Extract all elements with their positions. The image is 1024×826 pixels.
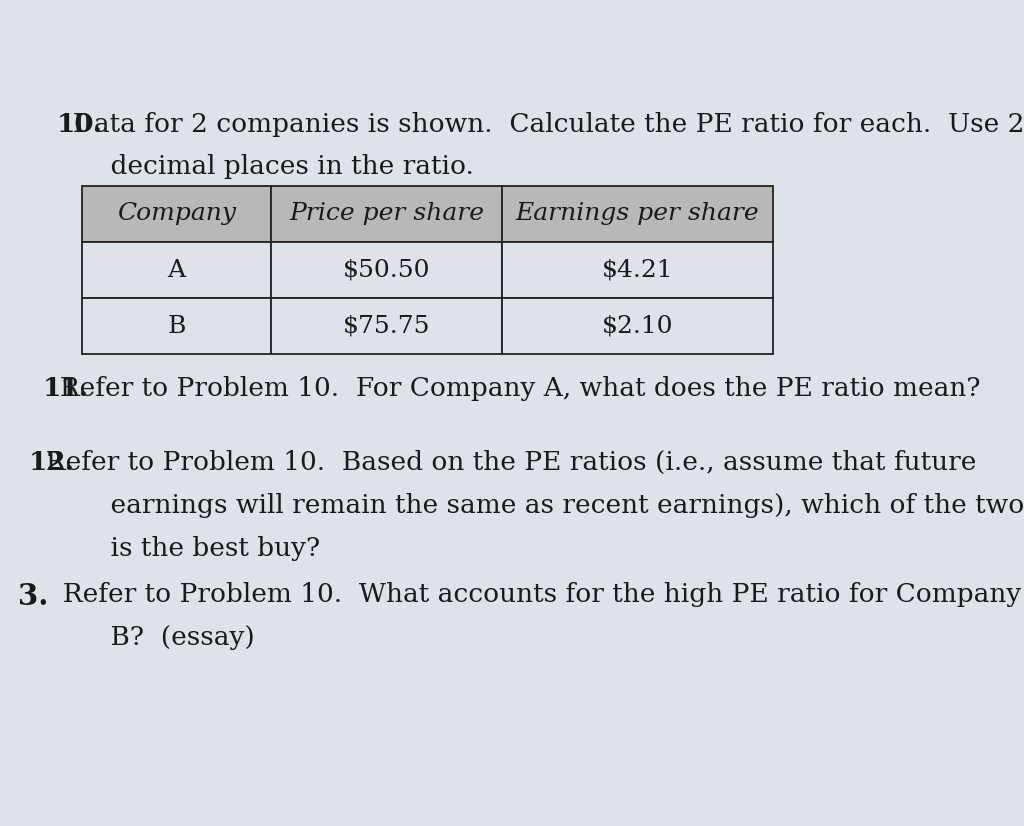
Bar (271, 242, 502, 298)
Text: $2.10: $2.10 (602, 315, 673, 338)
Text: is the best buy?: is the best buy? (77, 536, 319, 561)
Bar (82, 242, 271, 298)
Text: earnings will remain the same as recent earnings), which of the two stocks: earnings will remain the same as recent … (77, 493, 1024, 518)
Text: A: A (168, 259, 185, 282)
Bar (271, 298, 502, 354)
Text: decimal places in the ratio.: decimal places in the ratio. (77, 154, 474, 179)
Bar (502, 298, 773, 354)
Text: Earnings per share: Earnings per share (516, 202, 759, 225)
Bar (502, 186, 773, 242)
Text: Refer to Problem 10.  What accounts for the high PE ratio for Company: Refer to Problem 10. What accounts for t… (46, 582, 1021, 607)
Text: 10.: 10. (56, 112, 102, 136)
Text: 11.: 11. (43, 376, 89, 401)
Bar (502, 242, 773, 298)
Text: Company: Company (117, 202, 237, 225)
Text: Price per share: Price per share (289, 202, 484, 225)
Text: 3.: 3. (18, 582, 49, 611)
Text: $4.21: $4.21 (602, 259, 673, 282)
Text: $50.50: $50.50 (343, 259, 430, 282)
Text: 12.: 12. (29, 450, 75, 475)
Bar (271, 186, 502, 242)
Text: Refer to Problem 10.  Based on the PE ratios (i.e., assume that future: Refer to Problem 10. Based on the PE rat… (29, 450, 976, 475)
Text: Data for 2 companies is shown.  Calculate the PE ratio for each.  Use 2: Data for 2 companies is shown. Calculate… (56, 112, 1024, 136)
Bar (82, 298, 271, 354)
Text: B?  (essay): B? (essay) (77, 625, 255, 650)
Text: $75.75: $75.75 (343, 315, 430, 338)
Text: Refer to Problem 10.  For Company A, what does the PE ratio mean?: Refer to Problem 10. For Company A, what… (43, 376, 981, 401)
Text: B: B (168, 315, 185, 338)
Bar (82, 186, 271, 242)
